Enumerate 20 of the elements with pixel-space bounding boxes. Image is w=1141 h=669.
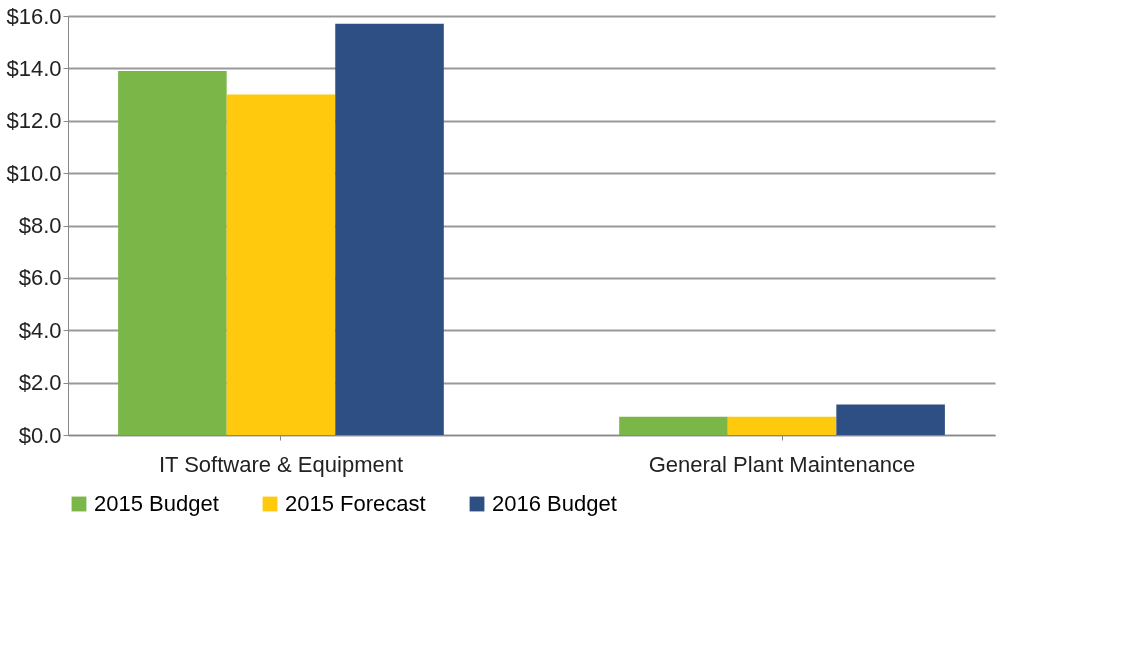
y-tick-label: $6.0 — [18, 265, 62, 291]
y-tick-label: $4.0 — [18, 317, 62, 343]
bar — [836, 404, 945, 435]
bar — [727, 416, 837, 435]
y-tick-label: $14.0 — [6, 55, 62, 81]
y-tick-label: $2.0 — [18, 370, 62, 396]
legend-label: 2015 Budget — [94, 491, 219, 516]
bar — [619, 416, 728, 435]
bar — [118, 70, 227, 435]
legend-label: 2015 Forecast — [285, 491, 426, 516]
x-tick-label: General Plant Maintenance — [648, 451, 916, 477]
y-tick-label: $8.0 — [18, 213, 62, 238]
y-tick-label: $12.0 — [6, 108, 62, 134]
y-tick-label: $10.0 — [6, 160, 62, 186]
bar — [335, 23, 444, 435]
x-tick-label: IT Software & Equipment — [158, 451, 404, 477]
bar — [226, 94, 336, 435]
y-tick-label: $16.0 — [6, 3, 62, 29]
y-tick-label: $0.0 — [18, 422, 62, 448]
legend-label: 2016 Budget — [492, 491, 617, 516]
